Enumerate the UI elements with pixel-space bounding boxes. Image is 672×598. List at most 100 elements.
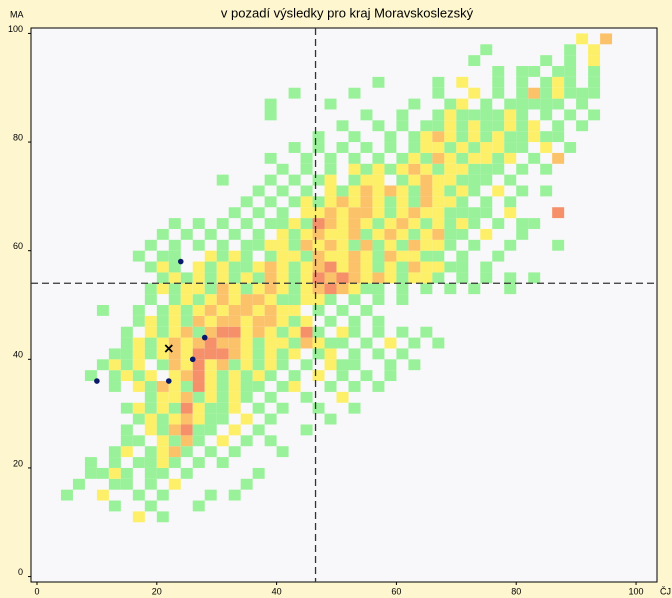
heat-cell (408, 272, 421, 284)
heat-cell (336, 283, 349, 295)
heat-cell (600, 33, 613, 45)
heat-cell (168, 359, 181, 371)
heat-cell (372, 326, 385, 338)
heat-cell (288, 348, 301, 360)
heat-cell (540, 109, 553, 121)
heat-cell (144, 446, 157, 458)
heat-cell (204, 294, 217, 305)
heat-cell (144, 294, 157, 305)
heat-cell (192, 424, 205, 436)
heat-cell (312, 239, 325, 251)
heat-cell (396, 152, 409, 164)
heat-cell (324, 315, 337, 327)
heat-cell (480, 44, 493, 56)
heat-cell (336, 337, 349, 349)
heat-cell (168, 435, 181, 447)
y-tick-label: 40 (13, 350, 23, 360)
heat-cell (120, 478, 133, 490)
heat-cell (300, 163, 313, 175)
heat-cell (96, 305, 109, 316)
heat-cell (192, 435, 205, 447)
heat-cell (444, 109, 457, 121)
heat-cell (300, 250, 313, 262)
heat-cell (480, 272, 493, 284)
heat-cell (252, 239, 265, 251)
heat-cell (156, 359, 169, 371)
heat-cell (180, 326, 193, 338)
heat-cell (528, 218, 541, 229)
heat-cell (384, 196, 397, 208)
heat-cell (360, 196, 373, 208)
heat-cell (360, 272, 373, 284)
heat-cell (348, 315, 361, 327)
heat-cell (456, 196, 469, 208)
heat-cell (156, 283, 169, 295)
heat-cell (444, 142, 457, 153)
heat-cell (360, 337, 373, 349)
heat-cell (156, 315, 169, 327)
y-axis-label: MA (10, 9, 24, 19)
heat-cell (72, 478, 85, 490)
heat-cell (216, 315, 229, 327)
heat-cell (396, 174, 409, 186)
heat-cell (468, 239, 481, 251)
heat-cell (432, 76, 445, 88)
heat-cell (240, 337, 253, 349)
heat-cell (336, 196, 349, 208)
heat-cell (348, 402, 361, 414)
heat-cell (288, 250, 301, 262)
heat-cell (156, 228, 169, 240)
heat-cell (264, 370, 277, 382)
heat-cell (408, 174, 421, 186)
heat-cell (252, 402, 265, 414)
heat-cell (384, 337, 397, 349)
heat-cell (408, 142, 421, 153)
heat-cell (444, 261, 457, 273)
heat-cell (228, 370, 241, 382)
heat-cell (456, 250, 469, 262)
heat-cell (96, 489, 109, 501)
heat-cell (168, 391, 181, 403)
heat-cell (456, 218, 469, 229)
heat-cell (360, 239, 373, 251)
heat-cell (180, 294, 193, 305)
heat-cell (264, 261, 277, 273)
heat-cell (420, 131, 433, 143)
heat-cell (300, 239, 313, 251)
heat-cell (408, 196, 421, 208)
heat-cell (288, 337, 301, 349)
heat-cell (492, 76, 505, 88)
heat-cell (204, 315, 217, 327)
heat-cell (348, 261, 361, 273)
heat-cell (504, 283, 517, 295)
heat-cell (216, 239, 229, 251)
heat-cell (180, 446, 193, 458)
heat-cell (288, 294, 301, 305)
heat-cell (108, 457, 121, 468)
heat-cell (348, 294, 361, 305)
heat-cell (456, 98, 469, 110)
heat-cell (168, 478, 181, 490)
heat-cell (300, 424, 313, 436)
heat-cell (288, 218, 301, 229)
heat-cell (204, 381, 217, 392)
heat-cell (96, 359, 109, 371)
heat-cell (132, 315, 145, 327)
heat-cell (252, 228, 265, 240)
heat-cell (420, 272, 433, 284)
heat-cell (276, 185, 289, 197)
heat-cell (264, 359, 277, 371)
heat-cell (264, 326, 277, 338)
heat-cell (588, 55, 601, 67)
heat-cell (264, 283, 277, 295)
heat-cell (516, 228, 529, 240)
heat-cell (168, 381, 181, 392)
heat-cell (144, 467, 157, 479)
heat-cell (168, 457, 181, 468)
heat-cell (432, 87, 445, 99)
heat-cell (312, 283, 325, 295)
heat-cell (288, 196, 301, 208)
heat-cell (312, 142, 325, 153)
heat-cell (192, 294, 205, 305)
heat-cell (420, 142, 433, 153)
